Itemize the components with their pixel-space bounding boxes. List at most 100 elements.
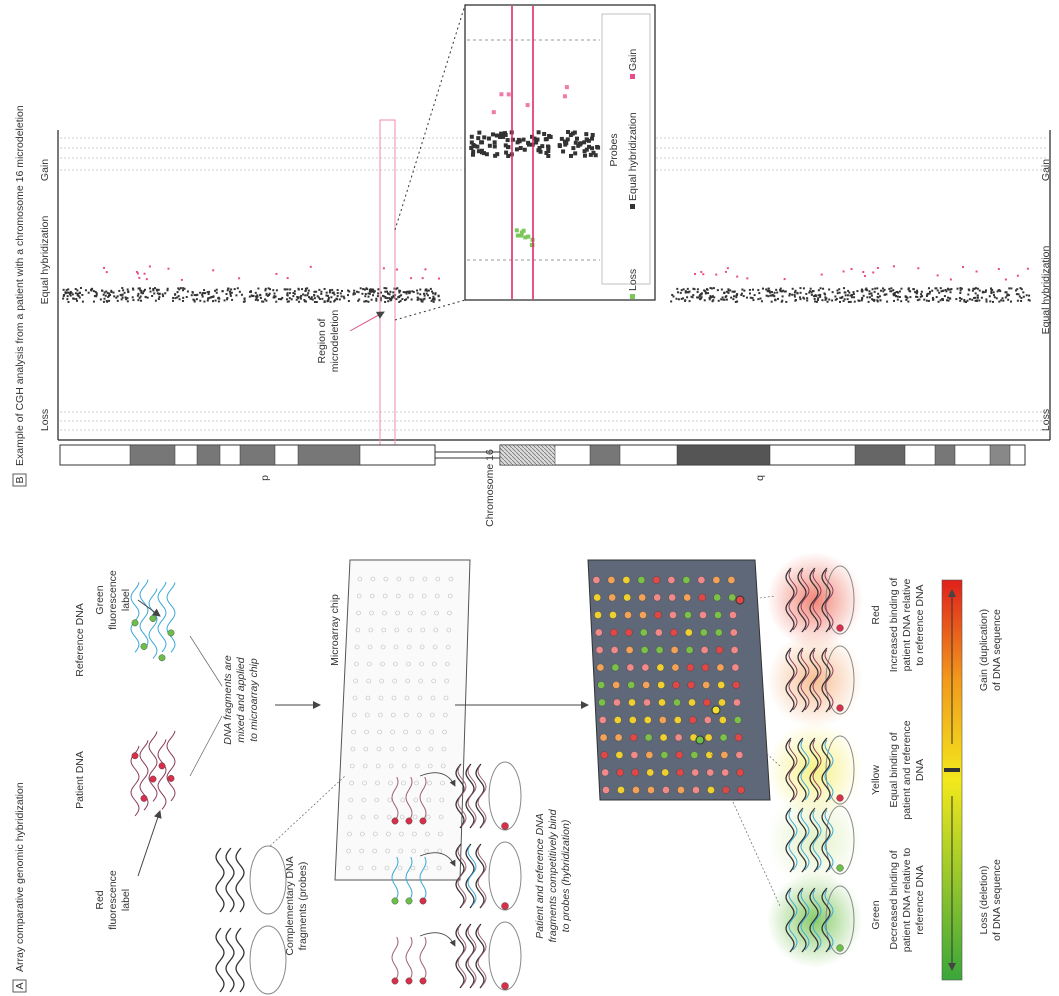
probe-point [96,292,98,294]
probe-point [722,296,724,298]
label-dot [420,898,426,904]
probe-point [516,140,520,144]
probe-point [121,298,123,300]
probe-point [546,154,550,158]
probe-point [365,293,367,295]
probe-point [304,290,306,292]
probe-point [191,294,193,296]
probe-point [255,292,257,294]
probe-point [162,295,164,297]
probe-point [477,131,481,135]
probe-point [332,292,334,294]
chip-spot [713,576,720,583]
dna-strand [476,844,484,908]
probe-point [251,294,253,296]
probe-point [403,291,405,293]
probe-point [834,295,836,297]
probe-point [971,299,973,301]
probe-point [265,300,267,302]
probe-point [430,288,432,290]
dna-strand [226,848,234,912]
probe-point [765,288,767,290]
probe-point [224,299,226,301]
probe-point [1020,300,1022,302]
probe-point [386,291,388,293]
probe-point [419,293,421,295]
probe-point [794,294,796,296]
probe-point [945,289,947,291]
probe-point [469,146,473,150]
chip-spot [662,769,669,776]
probe-point [998,301,1000,303]
dna-strand [466,844,474,908]
probe-point [766,295,768,297]
probe-point [800,292,802,294]
probe-point [229,292,231,294]
chip-spot [640,629,647,636]
probe-point [539,150,543,154]
chip-spot [683,576,690,583]
chip-spot [641,646,648,653]
probe-point [735,296,737,298]
probe-point [692,294,694,296]
label-dot [406,898,412,904]
chip-spot [701,646,708,653]
probe-point [398,290,400,292]
probe-point [153,292,155,294]
probe-point [150,291,152,293]
probe-point [326,292,328,294]
probe-point [596,146,600,150]
label-dot [159,763,165,769]
chip-spot [728,576,735,583]
chip-spot [646,751,653,758]
color-label: Yellow [870,765,882,795]
probe-point [491,132,495,136]
probe-point [927,293,929,295]
dna-strand [476,764,484,828]
probe-point [286,298,288,300]
chip-spot [611,646,618,653]
chip-spot [598,699,605,706]
probe-point [683,288,685,290]
dna-strand [468,926,476,986]
probe-point [983,291,985,293]
probe-point [851,268,853,270]
label-dot [502,903,509,910]
probe-point [399,295,401,297]
probe-point [973,297,975,299]
probe-point [395,298,397,300]
probe-point [750,297,752,299]
chip-spot [643,681,650,688]
probe-point [869,296,871,298]
probe-point [250,291,252,293]
probe-point [806,297,808,299]
probe-point [371,299,373,301]
label-dot [837,865,844,872]
probe-point [504,133,508,137]
probe-point [63,294,65,296]
chip-spot [699,611,706,618]
chip-spot [655,629,662,636]
probe-point [182,297,184,299]
probe-point [949,289,951,291]
chip-spot [601,751,608,758]
probe-point [348,300,350,302]
chip-spot [677,786,684,793]
probe-point [769,290,771,292]
probe-point [383,267,385,269]
probe-point [241,294,243,296]
probe-point [847,290,849,292]
probe-point [127,288,129,290]
probe-point [266,293,268,295]
probe-point [164,292,166,294]
chip-spot [718,681,725,688]
probe-point [929,293,931,295]
probe-point [858,300,860,302]
figure: AArray comparative genomic hybridization… [0,0,1059,996]
probe-point [306,287,308,289]
probe-point [364,295,366,297]
probe-point [225,293,227,295]
probe-point [235,294,237,296]
panel-title: Array comparative genomic hybridization [14,782,26,972]
probe-point [273,296,275,298]
